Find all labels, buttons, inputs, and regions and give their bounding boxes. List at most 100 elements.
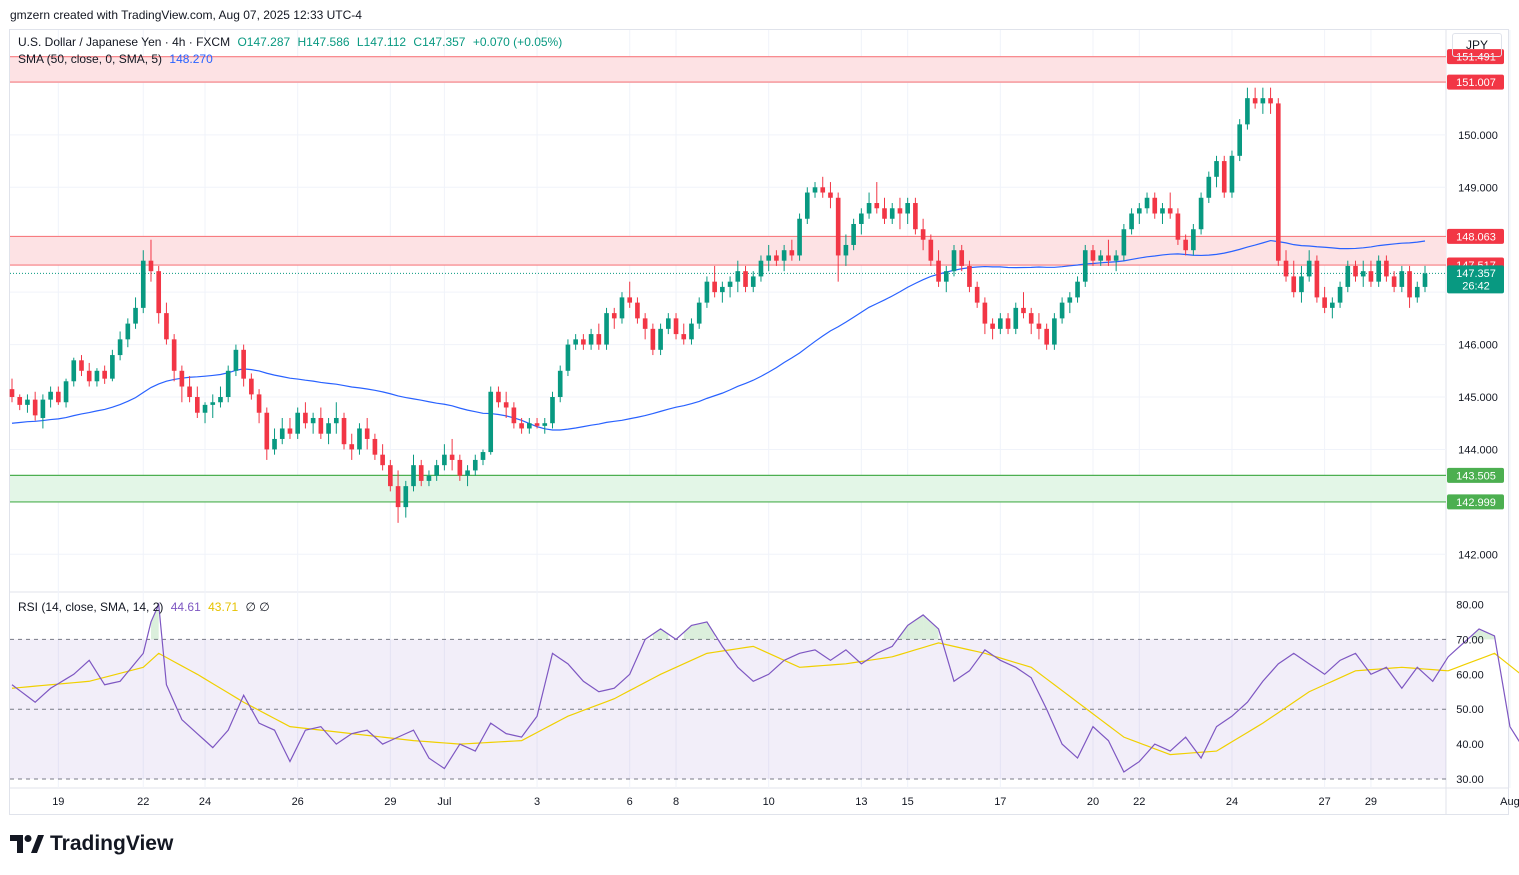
candle-body (1391, 276, 1397, 287)
candle-body (225, 370, 231, 398)
candle-body (94, 370, 100, 382)
candle-body (1245, 98, 1250, 125)
candle-body (774, 255, 779, 261)
candle-body (63, 381, 69, 403)
price-label-box (1447, 494, 1504, 510)
candle-body (256, 394, 262, 413)
candle-body (1368, 271, 1374, 282)
candle-body (1206, 176, 1212, 198)
candle-body (604, 313, 609, 345)
candle-body (835, 197, 841, 256)
candle-body (627, 297, 633, 303)
candle-body (380, 454, 385, 466)
candle-body (943, 271, 949, 282)
time-tick-label: 13 (855, 796, 867, 808)
candle-body (1407, 271, 1412, 298)
tradingview-logo: TradingView (10, 832, 173, 856)
candle-body (86, 370, 92, 382)
price-tick-label: 142.000 (1458, 549, 1498, 561)
candle-body (1036, 323, 1042, 329)
candle-body (936, 260, 941, 282)
candle-body (1013, 307, 1019, 329)
price-tick-label: 145.000 (1458, 392, 1498, 404)
candle-body (264, 412, 270, 450)
candle-body (712, 281, 717, 293)
candle-body (148, 260, 154, 272)
candle-body (650, 328, 656, 350)
candle-body (1360, 271, 1366, 277)
candle-body (32, 399, 38, 416)
price-tick-label: 146.000 (1458, 340, 1498, 352)
rsi-pane (10, 602, 1519, 780)
candle-body (303, 412, 308, 424)
sma-line (11, 239, 1426, 431)
candle-body (249, 378, 254, 395)
candle-body (1314, 260, 1320, 298)
candle-body (1353, 265, 1358, 277)
price-label-text: 147.357 (1456, 268, 1496, 280)
candle-body (357, 428, 362, 450)
candle-body (766, 255, 772, 261)
candle-body (472, 459, 478, 471)
candle-body (720, 286, 725, 293)
candle-body (480, 452, 486, 460)
candle-body (449, 454, 455, 460)
candle-body (279, 428, 285, 439)
rsi-band (10, 639, 1446, 780)
countdown-text: 26:42 (1462, 280, 1490, 292)
candle-body (1214, 161, 1219, 177)
candle-body (689, 323, 694, 340)
candle-body (1106, 255, 1111, 261)
candle-body (998, 318, 1003, 329)
candle-body (117, 339, 123, 356)
price-labels: 151.491151.007148.063147.517147.35726:42… (1447, 49, 1504, 510)
rsi-tick-label: 50.00 (1456, 704, 1484, 716)
ohlc-change: +0.070 (+0.05%) (472, 35, 563, 49)
sma-label: SMA (50, close, 0, SMA, 5) (18, 52, 163, 66)
candle-body (1183, 239, 1188, 251)
candle-body (110, 355, 115, 379)
candle-body (974, 286, 980, 303)
candle-body (511, 407, 517, 424)
candle-body (812, 187, 818, 193)
candle-body (194, 397, 200, 413)
candle-body (665, 318, 671, 329)
rsi-overbought-fill (930, 621, 939, 640)
ohlc-low: L147.112 (356, 35, 407, 49)
candle-body (326, 423, 331, 434)
candle-body (1082, 250, 1088, 282)
candle-body (1028, 313, 1034, 324)
candle-body (696, 302, 702, 324)
candle-body (434, 465, 439, 476)
candle-body (727, 281, 733, 287)
candle-body (71, 360, 77, 382)
candle-body (581, 339, 586, 345)
candle-body (187, 386, 192, 398)
candle-body (210, 402, 216, 405)
time-tick-label: 24 (1226, 796, 1238, 808)
candle-body (1229, 155, 1235, 193)
candle-body (820, 187, 826, 193)
time-tick-label: 10 (763, 796, 775, 808)
price-label-text: 142.999 (1456, 497, 1496, 509)
candle-body (704, 281, 710, 303)
rsi-label: RSI (14, close, SMA, 14, 2) (18, 600, 164, 614)
time-tick-label: 20 (1087, 796, 1099, 808)
candle-body (418, 465, 424, 481)
rsi-tick-label: 80.00 (1456, 599, 1484, 611)
ohlc-open: O147.287 (237, 35, 291, 49)
candle-body (982, 302, 988, 324)
candle-body (156, 271, 162, 314)
currency-button[interactable]: JPY (1452, 33, 1502, 57)
candle-body (1283, 260, 1289, 277)
candle-body (1067, 297, 1073, 303)
candle-body (1021, 307, 1026, 314)
candle-body (797, 218, 802, 256)
ohlc-close: C147.357 (413, 35, 466, 49)
rsi-overbought-fill (1471, 628, 1480, 640)
candle-body (9, 389, 15, 398)
time-tick-label: 22 (1133, 796, 1145, 808)
rsi-overbought-fill (915, 614, 924, 640)
rsi-overbought-fill (691, 623, 700, 640)
